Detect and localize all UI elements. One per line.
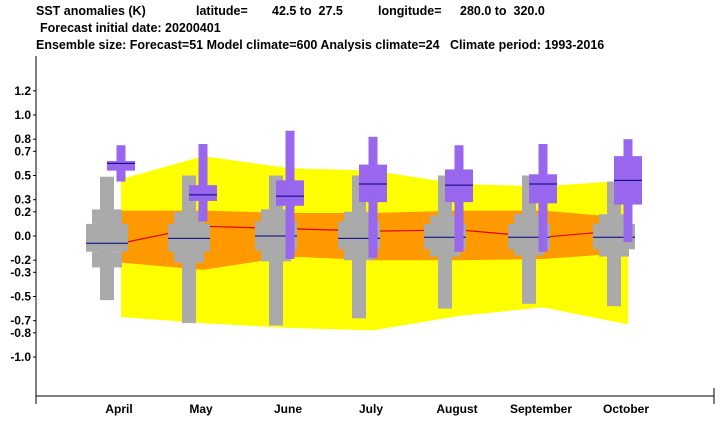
y-tick-label: 1.2 — [14, 84, 31, 98]
model-climate-upper-box — [92, 209, 122, 224]
model-climate-upper-box — [261, 209, 291, 222]
y-tick-label: 0.3 — [14, 193, 31, 207]
forecast-initial-date: Forecast initial date: 20200401 — [40, 21, 221, 35]
longitude-label: longitude= — [378, 4, 442, 18]
model-climate-lower-box — [92, 251, 122, 268]
model-climate-upper-box — [174, 211, 204, 224]
forecast-box — [359, 164, 387, 203]
model-climate-lower-box — [344, 249, 374, 261]
y-tick-label: -1.0 — [10, 350, 31, 364]
forecast-box — [189, 185, 217, 201]
y-tick-label: 0.2 — [14, 205, 31, 219]
forecast-box — [107, 160, 135, 171]
ensemble-info: Ensemble size: Forecast=51 Model climate… — [36, 38, 605, 52]
y-tick-label: 1.0 — [14, 108, 31, 122]
forecast-box — [529, 174, 557, 204]
y-tick-label: -0.3 — [10, 265, 31, 279]
x-tick-label: May — [189, 402, 213, 416]
chart-axes: 1.2 1.0 0.80.7 0.5 0.30.2 0.0 -0.2-0.3 -0.5 -0.7… — [10, 56, 715, 416]
y-tick-label: 0.0 — [14, 229, 31, 243]
latitude-label: latitude= — [196, 4, 248, 18]
chart-title: SST anomalies (K) — [36, 4, 146, 18]
model-climate-central-box — [86, 223, 128, 252]
model-climate-lower-box — [430, 249, 460, 257]
y-tick-label: 0.5 — [14, 169, 31, 183]
x-tick-label: September — [510, 402, 572, 416]
model-climate-upper-box — [344, 211, 374, 222]
model-climate-upper-box — [430, 215, 460, 224]
longitude-range: 280.0 to 320.0 — [460, 4, 545, 18]
chart-header: SST anomalies (K) latitude= 42.5 to 27.5… — [0, 0, 720, 56]
y-tick-label: 0.7 — [14, 144, 31, 158]
model-climate-lower-box — [599, 249, 629, 257]
model-climate-lower-box — [514, 249, 544, 256]
model-climate-lower-box — [174, 251, 204, 263]
y-tick-label: -0.2 — [10, 253, 31, 267]
x-tick-label: June — [274, 402, 302, 416]
y-tick-label: -0.5 — [10, 290, 31, 304]
x-tick-label: July — [359, 402, 383, 416]
forecast-box — [276, 180, 304, 206]
model-climate-upper-box — [514, 214, 544, 224]
y-tick-label: -0.7 — [10, 314, 31, 328]
model-climate-central-box — [168, 223, 210, 252]
latitude-range: 42.5 to 27.5 — [272, 4, 343, 18]
y-tick-label: -0.8 — [10, 326, 31, 340]
y-tick-label: 0.8 — [14, 132, 31, 146]
model-climate-upper-box — [599, 214, 629, 224]
x-tick-label: August — [436, 402, 477, 416]
x-tick-label: April — [105, 402, 132, 416]
box-plots — [86, 130, 642, 326]
forecast-whisker — [198, 144, 208, 222]
model-climate-lower-box — [261, 250, 291, 262]
x-tick-label: October — [603, 402, 649, 416]
forecast-box — [445, 169, 473, 203]
